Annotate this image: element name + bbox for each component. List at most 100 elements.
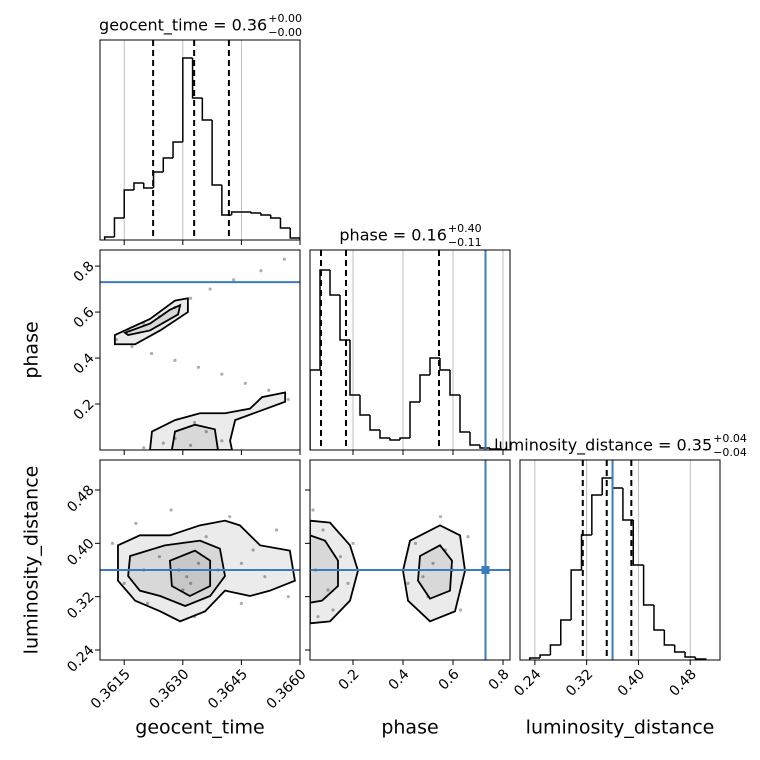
contour: [402, 524, 466, 623]
panel-frame: [309, 249, 511, 451]
truth-marker: [481, 566, 490, 574]
sample-point: [208, 287, 212, 291]
sample-point: [413, 541, 418, 545]
sample-point: [142, 446, 146, 450]
sample-point: [351, 541, 355, 545]
sample-point: [274, 528, 279, 532]
sample-point: [286, 397, 290, 402]
sample-point: [228, 515, 232, 519]
x-tick-label: 0.40: [615, 666, 648, 699]
sample-point: [251, 548, 255, 552]
title-upper: +0.04: [713, 432, 747, 445]
y-tick-label: 0.6: [71, 304, 98, 331]
pair-panel: [100, 257, 300, 450]
hist-step: [201, 98, 213, 121]
sample-point: [146, 601, 150, 605]
contour: [417, 544, 453, 600]
x-tick-label: 0.48: [667, 666, 700, 699]
sample-point: [239, 601, 244, 605]
contour: [170, 423, 219, 450]
x-tick-label: 0.24: [511, 666, 544, 699]
sample-point: [321, 528, 325, 532]
sample-point: [220, 372, 224, 376]
hist-step: [152, 171, 164, 188]
panel-title: luminosity_distance = 0.35: [494, 436, 712, 456]
panel-frame: [519, 459, 721, 661]
panel-title: phase = 0.16: [339, 226, 446, 245]
hist-step: [310, 369, 320, 450]
sample-point: [122, 581, 126, 585]
panel-title: geocent_time = 0.36: [99, 16, 267, 36]
y-tick-label: 0.8: [71, 258, 98, 285]
hist-step: [499, 449, 510, 450]
sample-point: [192, 420, 197, 425]
sample-point: [311, 508, 315, 512]
hist-step: [182, 57, 193, 142]
title-lower: −0.04: [713, 446, 747, 459]
sample-point: [157, 555, 161, 559]
sample-point: [173, 358, 177, 362]
hist-step: [113, 217, 125, 237]
sample-point: [231, 278, 236, 282]
hist-step: [449, 370, 460, 396]
y-axis-label: phase: [21, 321, 43, 378]
hist-step: [269, 215, 281, 219]
contour: [168, 549, 212, 598]
sample-point: [431, 561, 435, 565]
hist-step: [469, 432, 480, 446]
contour: [310, 519, 359, 625]
sample-point: [316, 615, 320, 619]
title-upper: +0.40: [448, 222, 482, 235]
panel-frame: [99, 39, 301, 241]
x-tick-label: 0.32: [563, 666, 596, 699]
panel-frame: [99, 459, 301, 661]
x-tick-label: 0.4: [386, 666, 413, 693]
sample-point: [220, 439, 224, 443]
hist-step: [329, 270, 340, 296]
hist-step: [673, 645, 686, 653]
sample-point: [267, 388, 271, 392]
sample-point: [286, 595, 290, 599]
hist-step: [260, 213, 271, 216]
hist-step: [230, 211, 242, 215]
contour: [113, 297, 189, 346]
hist-step: [369, 415, 380, 431]
x-axis-label: geocent_time: [135, 717, 264, 739]
hist-step: [172, 141, 183, 158]
hist-step: [580, 534, 592, 570]
y-tick-label: 0.32: [64, 589, 97, 622]
hist-step: [211, 120, 222, 186]
sample-point: [438, 515, 443, 519]
hist-step: [191, 58, 203, 99]
y-tick-label: 0.4: [71, 350, 98, 377]
sample-point: [204, 430, 208, 434]
hist-step: [439, 358, 450, 371]
sample-point: [169, 508, 173, 512]
sample-point: [185, 575, 189, 579]
panel-frame: [99, 249, 301, 451]
sample-point: [239, 561, 244, 565]
x-tick-label: 0.3630: [147, 666, 193, 712]
sample-point: [110, 541, 115, 545]
hist-step: [489, 448, 500, 450]
sample-point: [130, 344, 134, 349]
hist-step: [479, 445, 490, 449]
x-tick-label: 0.6: [436, 666, 463, 693]
hist-step: [539, 654, 551, 658]
hist-step: [601, 477, 613, 495]
hist-step: [632, 520, 644, 566]
y-tick-label: 0.40: [64, 536, 97, 569]
hist-step: [419, 374, 430, 402]
hist-step: [409, 401, 420, 438]
y-tick-label: 0.2: [71, 396, 98, 423]
hist-step: [399, 437, 410, 440]
x-axis-label: phase: [381, 717, 438, 739]
hist-step: [359, 395, 370, 416]
sample-point: [466, 535, 470, 539]
panel-frame: [309, 459, 511, 661]
diag-panel: [103, 40, 300, 240]
sample-point: [263, 575, 267, 579]
hist-step: [549, 644, 561, 655]
hist-step: [684, 652, 696, 658]
